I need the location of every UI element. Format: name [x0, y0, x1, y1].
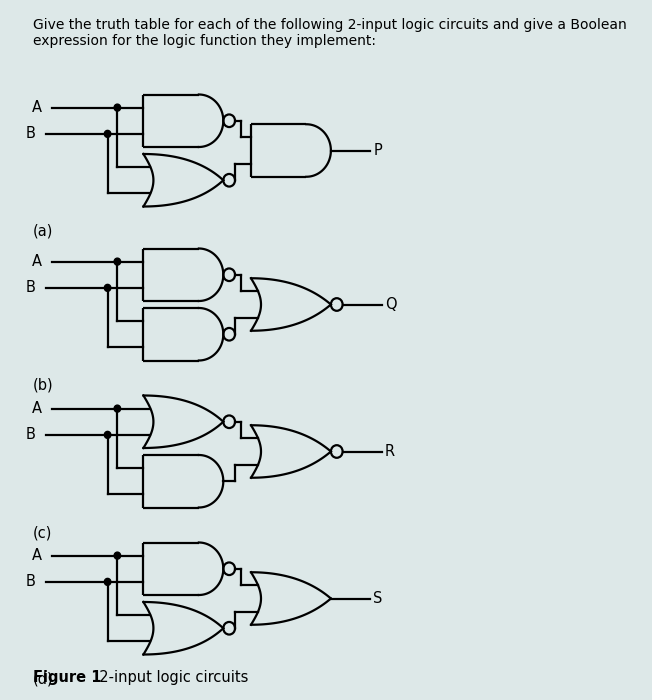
Text: (a): (a) — [33, 224, 53, 239]
Text: B: B — [26, 575, 36, 589]
Circle shape — [114, 405, 121, 412]
Text: B: B — [26, 127, 36, 141]
Text: 2-input logic circuits: 2-input logic circuits — [90, 670, 248, 685]
Circle shape — [104, 578, 111, 585]
Text: A: A — [33, 254, 42, 269]
Text: P: P — [374, 143, 382, 158]
Text: expression for the logic function they implement:: expression for the logic function they i… — [33, 34, 376, 48]
Text: S: S — [374, 591, 383, 606]
Circle shape — [114, 552, 121, 559]
Text: (d): (d) — [33, 672, 53, 687]
Text: A: A — [33, 100, 42, 115]
Circle shape — [114, 258, 121, 265]
Circle shape — [104, 431, 111, 438]
Text: B: B — [26, 428, 36, 442]
Text: R: R — [385, 444, 395, 459]
Text: Give the truth table for each of the following 2-input logic circuits and give a: Give the truth table for each of the fol… — [33, 18, 627, 32]
Circle shape — [104, 130, 111, 137]
Text: (b): (b) — [33, 378, 53, 393]
Circle shape — [104, 284, 111, 291]
Circle shape — [114, 104, 121, 111]
Text: B: B — [26, 281, 36, 295]
Text: Q: Q — [385, 297, 396, 312]
Text: Figure 1: Figure 1 — [33, 670, 101, 685]
Text: A: A — [33, 548, 42, 563]
Text: A: A — [33, 401, 42, 416]
Text: (c): (c) — [33, 525, 52, 540]
